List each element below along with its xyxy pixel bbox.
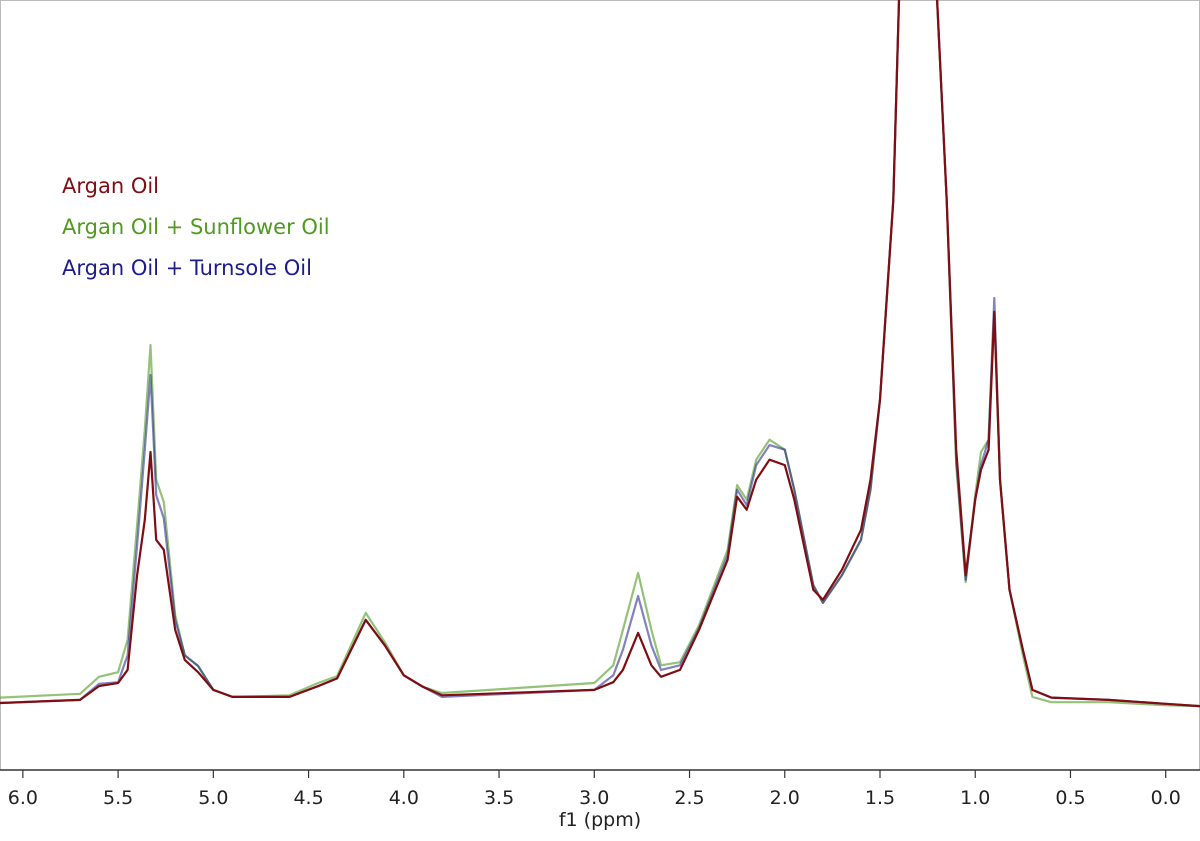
- x-tick-label: 1.0: [960, 787, 990, 809]
- x-tick-label: 6.0: [8, 787, 38, 809]
- x-tick-label: 2.0: [770, 787, 800, 809]
- x-tick-label: 5.0: [198, 787, 228, 809]
- x-tick-label: 0.5: [1055, 787, 1085, 809]
- x-tick-label: 0.0: [1151, 787, 1181, 809]
- x-tick-label: 4.0: [389, 787, 419, 809]
- x-tick-label: 5.5: [103, 787, 133, 809]
- spectrum-line: [0, 0, 1200, 708]
- plot-lines: [0, 0, 1200, 708]
- x-tick-label: 3.5: [484, 787, 514, 809]
- spectrum-line: [0, 0, 1200, 708]
- x-tick-label: 3.0: [579, 787, 609, 809]
- legend-entry: Argan Oil + Turnsole Oil: [62, 256, 312, 280]
- x-axis-label: f1 (ppm): [559, 809, 641, 831]
- legend-entry: Argan Oil: [62, 174, 159, 198]
- x-tick-label: 1.5: [865, 787, 895, 809]
- plot-frame: [0, 0, 1200, 771]
- x-tick-label: 2.5: [674, 787, 704, 809]
- spectrum-line: [0, 0, 1200, 708]
- legend-entry: Argan Oil + Sunflower Oil: [62, 215, 330, 239]
- x-tick-label: 4.5: [293, 787, 323, 809]
